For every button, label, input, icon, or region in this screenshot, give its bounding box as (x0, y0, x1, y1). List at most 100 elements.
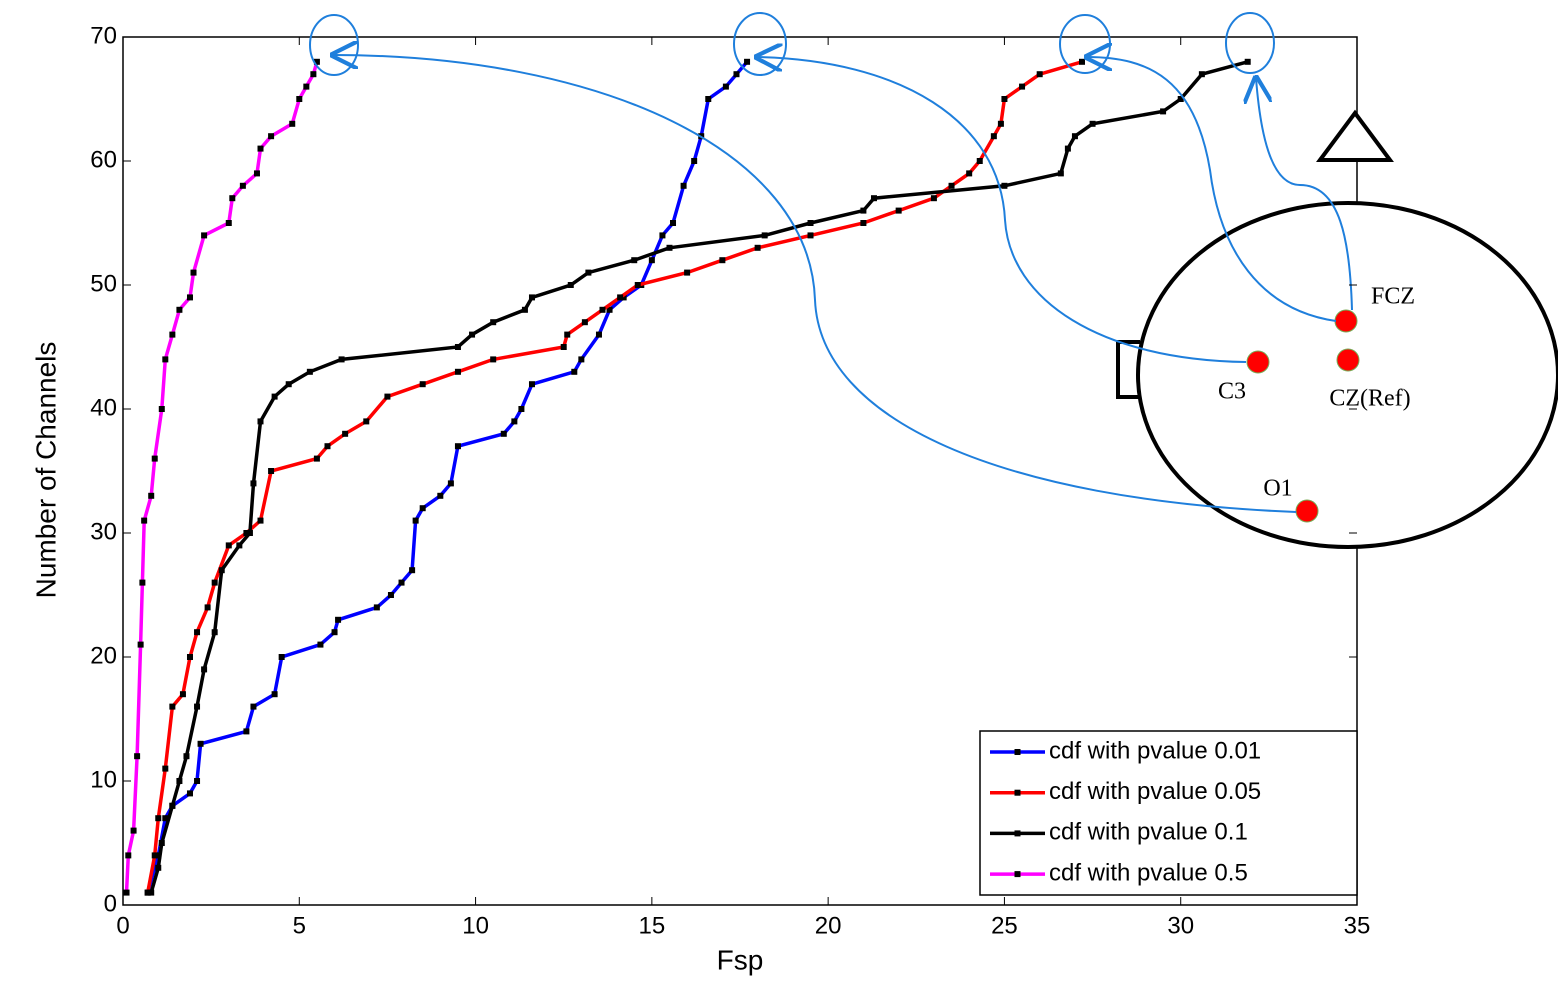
point-marker (419, 505, 426, 512)
legend-label: cdf with pvalue 0.05 (1049, 778, 1261, 805)
point-marker (528, 294, 535, 301)
point-marker (363, 418, 370, 425)
point-marker (338, 356, 345, 363)
point-marker (186, 654, 193, 660)
point-marker (236, 542, 243, 549)
arrows (309, 12, 1353, 513)
point-marker (278, 654, 285, 660)
point-marker (201, 232, 208, 239)
point-marker (521, 306, 528, 313)
point-marker (176, 306, 183, 313)
x-tick-label: 0 (116, 912, 129, 939)
point-marker (990, 133, 997, 140)
point-marker (1036, 71, 1043, 78)
point-marker (412, 517, 419, 524)
y-tick-label: 40 (90, 394, 117, 421)
point-marker (409, 567, 416, 574)
point-marker (578, 356, 585, 363)
head-diagram (1116, 109, 1558, 549)
point-marker (183, 753, 190, 760)
point-marker (384, 393, 391, 400)
point-marker (722, 83, 729, 90)
legend-label: cdf with pvalue 0.5 (1049, 859, 1248, 886)
point-marker (257, 145, 264, 152)
point-marker (1019, 83, 1026, 90)
point-marker (585, 269, 592, 276)
head-nose (1316, 109, 1394, 162)
point-marker (666, 244, 673, 251)
point-marker (948, 182, 955, 189)
point-marker (976, 158, 983, 164)
point-marker (564, 331, 571, 338)
point-marker (500, 430, 507, 437)
point-marker (966, 170, 973, 177)
point-marker (257, 418, 264, 425)
x-tick-label: 15 (639, 912, 666, 939)
x-tick-label: 10 (462, 912, 489, 939)
point-marker (705, 96, 712, 102)
y-tick-label: 10 (90, 766, 117, 793)
point-marker (490, 319, 497, 326)
electrode (1295, 499, 1319, 523)
point-marker (807, 232, 814, 239)
point-marker (310, 71, 317, 78)
legend-marker (1014, 871, 1021, 878)
y-tick-label: 0 (104, 890, 117, 917)
point-marker (1160, 108, 1167, 115)
point-marker (148, 492, 155, 499)
point-marker (144, 889, 151, 896)
legend-label: cdf with pvalue 0.1 (1049, 819, 1248, 846)
point-marker (1064, 145, 1071, 152)
point-marker (169, 703, 176, 710)
y-tick-label: 50 (90, 270, 117, 297)
point-marker (617, 294, 624, 301)
point-marker (634, 282, 641, 288)
legend-marker (1014, 749, 1021, 755)
annotation: FCZ (1371, 284, 1415, 310)
point-marker (895, 207, 902, 214)
point-marker (1078, 58, 1085, 65)
point-marker (194, 778, 201, 784)
highlight-circle (1225, 12, 1275, 74)
point-marker (719, 257, 726, 264)
point-marker (268, 468, 275, 474)
point-marker (373, 604, 380, 611)
legend-label: cdf with pvalue 0.01 (1049, 737, 1261, 764)
point-marker (201, 666, 208, 673)
highlight-circle (1059, 14, 1111, 74)
point-marker (123, 889, 130, 896)
point-marker (528, 381, 535, 388)
point-marker (169, 802, 176, 809)
point-marker (454, 344, 461, 350)
point-marker (179, 691, 186, 698)
point-marker (271, 691, 278, 698)
point-marker (162, 356, 169, 363)
point-marker (511, 418, 518, 425)
annotation: O1 (1263, 476, 1292, 502)
point-marker (659, 232, 666, 239)
point-marker (670, 220, 677, 226)
y-tick-label: 30 (90, 518, 117, 545)
x-tick-label: 20 (815, 912, 842, 939)
point-marker (225, 542, 232, 549)
point-marker (581, 319, 588, 326)
point-marker (151, 455, 158, 462)
point-marker (148, 889, 155, 896)
point-marker (1001, 182, 1008, 189)
point-marker (595, 331, 602, 338)
point-marker (331, 629, 338, 636)
point-marker (1244, 58, 1251, 65)
annotation: CZ(Ref) (1329, 386, 1410, 412)
point-marker (246, 530, 253, 536)
x-tick-label: 30 (1167, 912, 1194, 939)
point-marker (211, 629, 218, 636)
x-tick-label: 35 (1344, 912, 1371, 939)
point-marker (324, 443, 331, 450)
point-marker (447, 480, 454, 487)
point-marker (130, 827, 137, 834)
point-marker (680, 182, 687, 189)
point-marker (250, 703, 257, 710)
point-marker (141, 517, 148, 524)
point-marker (691, 158, 698, 164)
